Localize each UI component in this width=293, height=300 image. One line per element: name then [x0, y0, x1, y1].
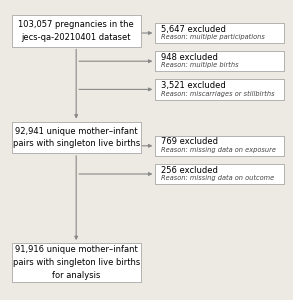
- Text: Reason: multiple births: Reason: multiple births: [161, 62, 238, 68]
- Text: 92,941 unique mother–infant
pairs with singleton live births: 92,941 unique mother–infant pairs with s…: [13, 127, 140, 148]
- Text: Reason: multiple participations: Reason: multiple participations: [161, 34, 265, 40]
- Text: 256 excluded: 256 excluded: [161, 166, 217, 175]
- FancyBboxPatch shape: [155, 79, 284, 100]
- Text: 769 excluded: 769 excluded: [161, 137, 218, 146]
- Text: Reason: miscarriages or stillbirths: Reason: miscarriages or stillbirths: [161, 91, 274, 97]
- FancyBboxPatch shape: [155, 23, 284, 43]
- Text: 948 excluded: 948 excluded: [161, 53, 217, 62]
- FancyBboxPatch shape: [12, 243, 141, 282]
- Text: Reason: missing data on outcome: Reason: missing data on outcome: [161, 175, 274, 181]
- Text: 3,521 excluded: 3,521 excluded: [161, 81, 225, 90]
- FancyBboxPatch shape: [155, 51, 284, 71]
- FancyBboxPatch shape: [12, 122, 141, 153]
- Text: 103,057 pregnancies in the
jecs-qa-20210401 dataset: 103,057 pregnancies in the jecs-qa-20210…: [18, 20, 134, 41]
- Text: 91,916 unique mother–infant
pairs with singleton live births
for analysis: 91,916 unique mother–infant pairs with s…: [13, 245, 140, 280]
- FancyBboxPatch shape: [12, 15, 141, 46]
- Text: 5,647 excluded: 5,647 excluded: [161, 25, 225, 34]
- FancyBboxPatch shape: [155, 164, 284, 184]
- FancyBboxPatch shape: [155, 136, 284, 156]
- Text: Reason: missing data on exposure: Reason: missing data on exposure: [161, 147, 275, 153]
